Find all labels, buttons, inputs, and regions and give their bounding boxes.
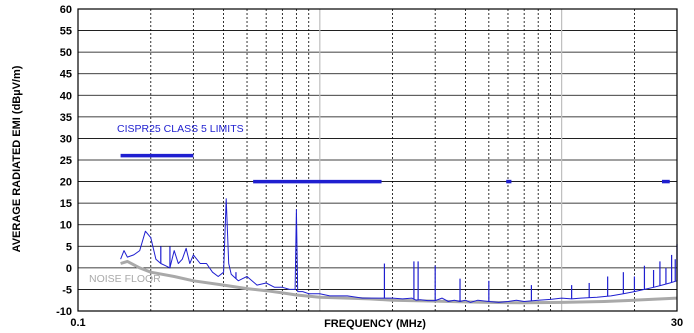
grid <box>78 8 677 312</box>
y-tick-label: 60 <box>60 4 72 16</box>
x-tick-label: 30 <box>671 317 683 329</box>
y-tick-labels: -10 -5 0 5 10 15 20 25 30 35 40 45 50 55 60 <box>56 4 72 318</box>
y-tick-label: 0 <box>66 263 72 275</box>
y-tick-label: 10 <box>60 220 72 232</box>
emission-layer <box>120 198 678 303</box>
annotation-noise-floor: NOISE FLOOR <box>89 273 161 285</box>
y-axis-label: AVERAGE RADIATED EMI (dBµV/m) <box>11 65 23 252</box>
limit-layer <box>120 153 670 184</box>
y-tick-label: 15 <box>60 198 72 210</box>
noise-floor-layer <box>120 259 678 305</box>
y-tick-label: 5 <box>66 241 72 253</box>
y-tick-label: -10 <box>56 306 72 318</box>
y-tick-label: 50 <box>60 47 72 59</box>
y-tick-label: -5 <box>62 284 72 296</box>
series-line-noise-floor <box>120 259 678 305</box>
y-tick-label: 35 <box>60 112 72 124</box>
y-tick-label: 55 <box>60 26 72 38</box>
y-tick-label: 25 <box>60 155 72 167</box>
x-tick-label: 0.1 <box>70 317 85 329</box>
x-tick-labels: 0.1 30 <box>70 317 683 329</box>
plot-frame <box>77 8 678 312</box>
y-tick-label: 20 <box>60 177 72 189</box>
y-tick-label: 30 <box>60 133 72 145</box>
annotation-limits: CISPR25 CLASS 5 LIMITS <box>117 123 244 135</box>
series-line-emission <box>120 198 678 303</box>
y-tick-label: 40 <box>60 90 72 102</box>
y-tick-label: 45 <box>60 69 72 81</box>
x-axis-label: FREQUENCY (MHz) <box>324 318 426 330</box>
